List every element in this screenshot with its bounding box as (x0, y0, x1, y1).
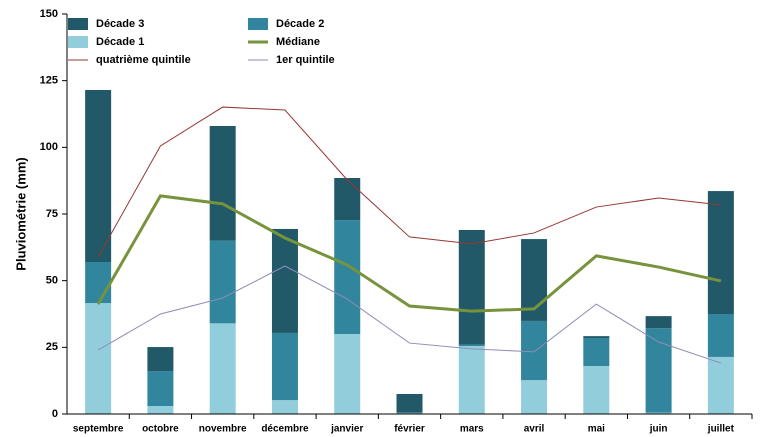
bar-segment (334, 178, 361, 221)
bar-segment (334, 334, 361, 414)
y-tick-label: 100 (40, 141, 58, 153)
legend-swatch (68, 18, 88, 30)
bar-segment (396, 412, 423, 414)
bar-segment (458, 344, 485, 346)
x-tick-label: septembre (73, 424, 124, 435)
bar-segment (458, 346, 485, 414)
y-tick-label: 125 (40, 75, 58, 87)
bar-segment (707, 356, 734, 414)
x-tick-label: juillet (707, 424, 735, 435)
bar-segment (271, 332, 298, 401)
y-tick-label: 0 (52, 408, 58, 420)
y-tick-label: 75 (46, 208, 58, 220)
bar-segment (396, 394, 423, 413)
x-tick-label: décembre (261, 424, 309, 435)
bar-segment (645, 412, 672, 414)
bar-segment (85, 303, 112, 414)
bar-segment (85, 90, 112, 262)
bar-segment (209, 323, 236, 414)
legend-label: Décade 1 (96, 36, 144, 48)
x-tick-label: février (394, 424, 425, 435)
x-tick-label: mai (588, 424, 605, 435)
y-tick-label: 150 (40, 8, 58, 20)
x-tick-label: janvier (330, 424, 363, 435)
y-tick-label: 50 (46, 275, 58, 287)
legend-label: quatrième quintile (96, 54, 191, 66)
bar-segment (645, 316, 672, 329)
bar-segment (645, 328, 672, 413)
legend-label: Médiane (276, 36, 320, 48)
bar-segment (147, 406, 174, 414)
x-tick-label: mars (460, 424, 484, 435)
bar-segment (85, 262, 112, 304)
x-tick-label: novembre (199, 424, 247, 435)
x-tick-label: octobre (142, 424, 179, 435)
bar-segment (209, 240, 236, 324)
bar-segment (209, 126, 236, 241)
bar-segment (521, 320, 548, 381)
y-axis-title: Pluviométrie (mm) (13, 157, 28, 270)
bar-segment (334, 220, 361, 334)
legend-label: Décade 2 (276, 18, 324, 30)
bar-segment (271, 400, 298, 414)
bar-segment (707, 191, 734, 314)
bar-segment (271, 228, 298, 333)
bar-segment (147, 347, 174, 372)
legend-swatch (68, 36, 88, 48)
legend-label: 1er quintile (276, 54, 335, 66)
bar-segment (521, 380, 548, 414)
bar-segment (583, 336, 610, 338)
bar-segment (583, 366, 610, 414)
bar-segment (458, 230, 485, 345)
y-tick-label: 25 (46, 341, 58, 353)
line-series (96, 194, 722, 313)
legend-swatch (248, 18, 268, 30)
bar-segment (147, 371, 174, 406)
line-series (97, 265, 722, 364)
line-series (97, 106, 721, 258)
x-tick-label: avril (524, 424, 545, 435)
bar-segment (583, 338, 610, 366)
x-tick-label: juin (649, 424, 668, 435)
bar-segment (707, 314, 734, 357)
legend-label: Décade 3 (96, 18, 144, 30)
